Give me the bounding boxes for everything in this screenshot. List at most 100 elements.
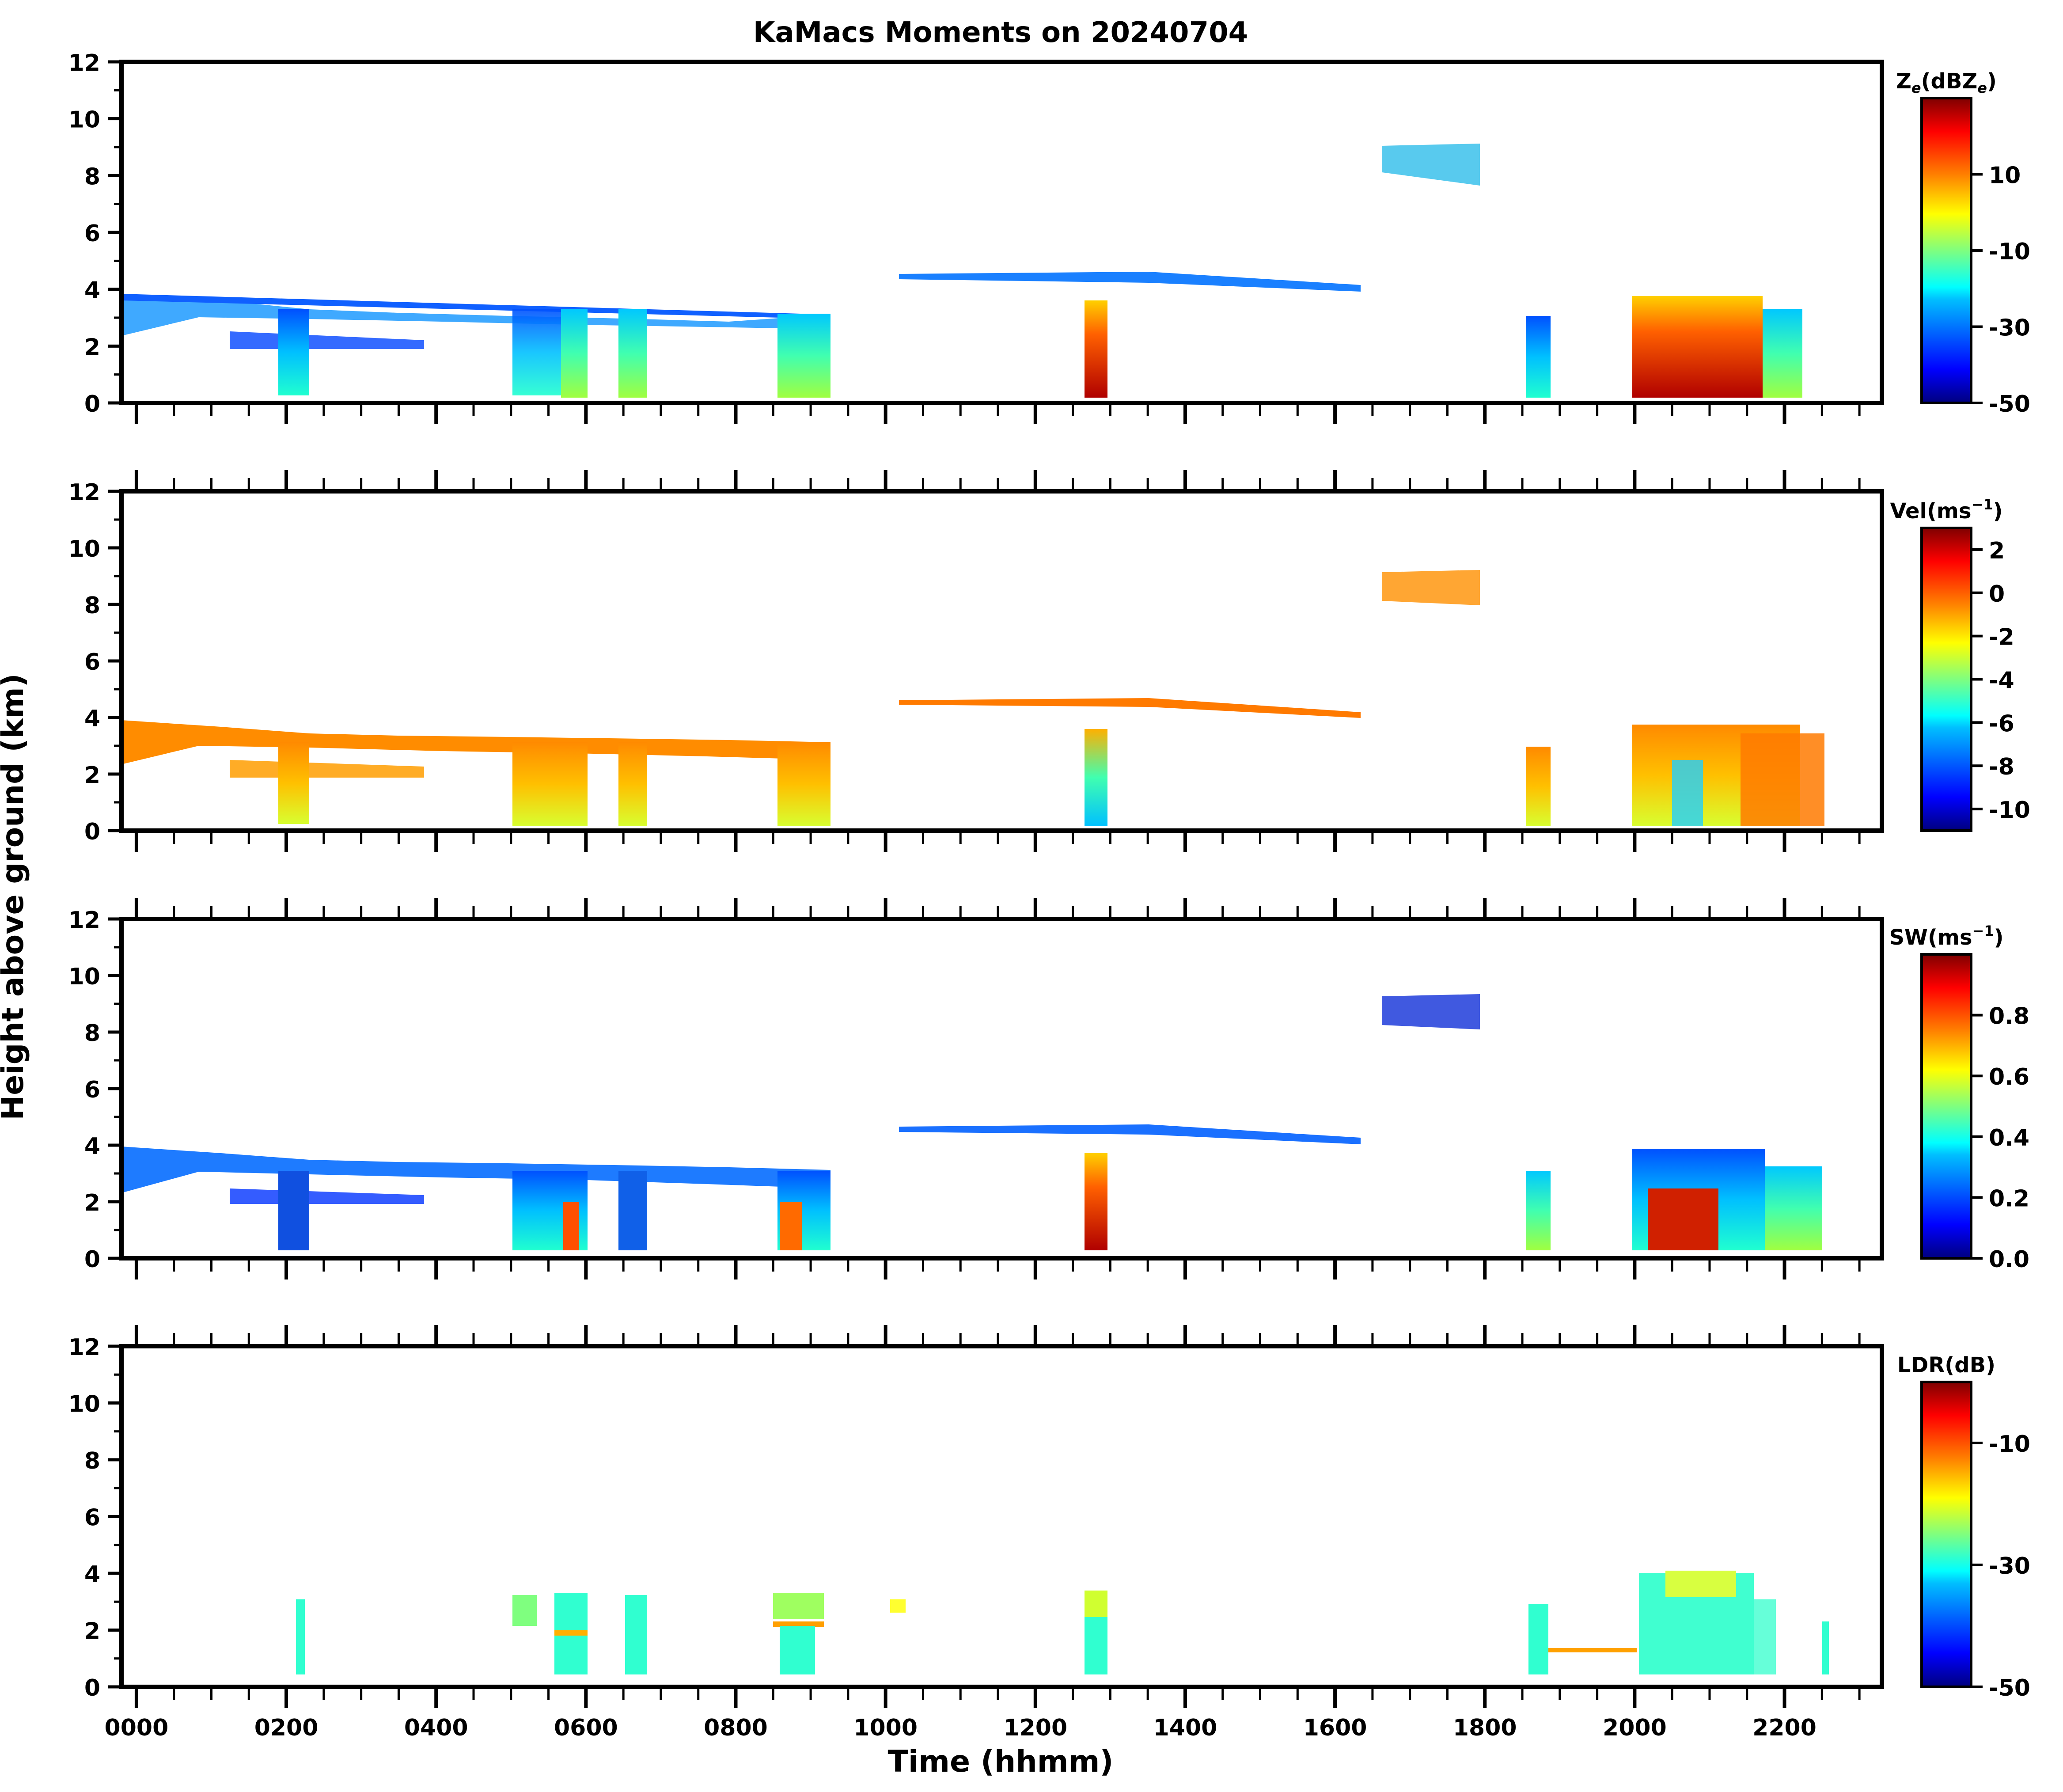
colorbar-label: Vel(ms−1)	[1890, 496, 2002, 524]
ldr-shaft	[773, 1593, 824, 1619]
panel-velocity	[121, 570, 1824, 826]
colorbar-tick-label: -50	[1989, 1675, 2030, 1701]
y-tick-label: 2	[84, 1618, 100, 1645]
y-tick-label: 2	[84, 334, 100, 361]
colorbar-tick-label: 10	[1989, 163, 2021, 189]
cloud-shaft	[1526, 1171, 1551, 1250]
cloud-shaft	[278, 309, 309, 395]
cloud-shaft	[1632, 296, 1763, 398]
cloud-layer-lower	[230, 760, 424, 778]
vel-core	[1085, 729, 1107, 826]
colorbar-tick-label: 0.0	[1989, 1246, 2029, 1273]
x-tick-label: 2200	[1752, 1715, 1817, 1741]
upper-layer	[899, 1124, 1361, 1144]
axes-sw: 0 2 4 6 8 10 12	[68, 898, 1884, 1279]
x-tick-label: 0200	[254, 1715, 319, 1741]
cloud-shaft	[1765, 1166, 1822, 1250]
ldr-shaft	[1528, 1604, 1548, 1674]
colorbar-sw: 0.0 0.2 0.4 0.6 0.8 SW(ms−1)	[1889, 923, 2029, 1273]
ldr-shaft	[512, 1595, 537, 1626]
colorbar-tick-label: 0.6	[1989, 1064, 2029, 1090]
cloud-shaft	[1526, 316, 1551, 398]
data-field-ldr	[296, 1571, 1829, 1674]
y-tick-label: 10	[68, 536, 100, 562]
x-axis-label: Time (hhmm)	[887, 1744, 1113, 1779]
colorbar-gradient	[1920, 953, 1972, 1260]
colorbar-tick-label: 0	[1989, 581, 2005, 607]
axes-frame	[119, 1344, 1884, 1689]
colorbar-ldr: -50 -30 -10 LDR(dB)	[1897, 1353, 2030, 1701]
y-tick-label: 8	[84, 163, 100, 190]
colorbar-gradient	[1920, 97, 1972, 404]
y-tick-label: 4	[84, 277, 100, 304]
y-tick-label: 6	[84, 1077, 100, 1103]
hot-core	[1085, 1153, 1107, 1250]
y-tick-label: 12	[68, 50, 100, 76]
x-tick-label: 0800	[704, 1715, 768, 1741]
x-tick-label: 1000	[853, 1715, 918, 1741]
y-tick-label: 12	[68, 1334, 100, 1361]
colorbar-tick-label: -6	[1989, 710, 2014, 737]
panel-spectrum-width	[121, 994, 1822, 1250]
x-tick-label: 0400	[404, 1715, 468, 1741]
cloud-layer-lower	[230, 331, 424, 349]
colorbar-gradient	[1920, 1381, 1972, 1688]
ldr-shaft	[625, 1595, 647, 1674]
cloud-layer-top	[121, 294, 831, 319]
colorbar-tick-label: -10	[1989, 797, 2030, 824]
colorbar-vel: -10 -8 -6 -4 -2 0 2 Vel(ms−1)	[1890, 496, 2030, 832]
colorbar-tick-label: -30	[1989, 1553, 2030, 1579]
y-tick-label: 8	[84, 1448, 100, 1474]
y-tick-label: 0	[84, 1675, 100, 1701]
ldr-shaft	[1822, 1621, 1829, 1674]
colorbar-tick-label: -10	[1989, 1431, 2030, 1458]
cloud-shaft	[618, 309, 647, 398]
cloud-layer-lower	[230, 1188, 424, 1204]
fall-streak	[1526, 747, 1551, 826]
y-tick-label: 12	[68, 907, 100, 934]
x-tick-label: 1800	[1453, 1715, 1517, 1741]
colorbar-ze: -50 -30 -10 10 Ze(dBZe)	[1896, 69, 2030, 418]
cloud-layer	[121, 720, 831, 764]
x-tick-label: 0600	[554, 1715, 618, 1741]
colorbar-tick-label: 0.2	[1989, 1185, 2029, 1212]
colorbar-label: SW(ms−1)	[1889, 923, 2003, 950]
axes-frame	[119, 917, 1884, 1260]
ldr-top	[1665, 1571, 1736, 1597]
cloud-layer	[121, 294, 831, 336]
data-field-velocity	[121, 570, 1824, 826]
cloud-shaft	[777, 314, 831, 398]
axes-vel: 0 2 4 6 8 10 12	[68, 470, 1884, 852]
ldr-shaft	[1085, 1617, 1107, 1674]
colorbar-tick-label: -4	[1989, 668, 2014, 694]
y-tick-label: 4	[84, 1561, 100, 1588]
colorbar-tick-label: -2	[1989, 624, 2014, 651]
colorbar-gradient	[1920, 527, 1972, 832]
cloud-shaft	[618, 1171, 647, 1250]
cirrus	[1382, 570, 1480, 605]
colorbar-tick-label: -30	[1989, 315, 2030, 342]
y-tick-label: 6	[84, 1505, 100, 1531]
hot-core	[1648, 1188, 1718, 1250]
hot-core	[780, 1202, 802, 1250]
cloud-shaft	[278, 1171, 309, 1250]
x-tick-label: 0000	[105, 1715, 169, 1741]
cloud-shaft	[561, 309, 588, 398]
y-tick-label: 6	[84, 649, 100, 676]
hot-core	[1085, 300, 1107, 398]
ldr-bright-band	[1548, 1648, 1637, 1652]
colorbar-tick-label: 0.4	[1989, 1125, 2029, 1151]
colorbar-tick-label: 2	[1989, 538, 2005, 564]
y-tick-label: 0	[84, 391, 100, 418]
y-tick-label: 8	[84, 592, 100, 619]
x-tick-label: 2000	[1603, 1715, 1667, 1741]
axes-ze: 0 2 4 6 8 10 12	[68, 50, 1884, 424]
x-tick-label: 1400	[1153, 1715, 1217, 1741]
colorbar-tick-label: 0.8	[1989, 1003, 2029, 1030]
colorbar-tick-label: -10	[1989, 239, 2030, 265]
fall-streak	[278, 742, 309, 824]
ldr-shaft	[1723, 1599, 1776, 1674]
vel-core	[1672, 760, 1703, 826]
colorbar-tick-label: -8	[1989, 754, 2014, 780]
